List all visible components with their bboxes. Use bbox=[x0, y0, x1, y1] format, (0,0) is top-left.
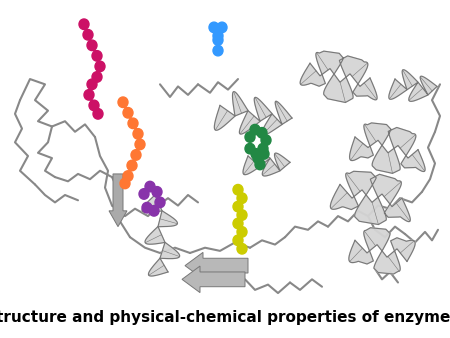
Circle shape bbox=[261, 135, 271, 145]
Circle shape bbox=[87, 40, 97, 51]
Circle shape bbox=[152, 187, 162, 197]
Circle shape bbox=[135, 139, 145, 150]
Circle shape bbox=[213, 35, 223, 45]
Text: Structure and physical-chemical properties of enzymes.: Structure and physical-chemical properti… bbox=[0, 310, 450, 325]
Circle shape bbox=[133, 128, 143, 139]
Circle shape bbox=[237, 227, 247, 237]
Circle shape bbox=[155, 197, 165, 208]
FancyArrow shape bbox=[182, 266, 245, 293]
Polygon shape bbox=[330, 171, 410, 224]
Circle shape bbox=[93, 108, 103, 119]
Circle shape bbox=[257, 127, 267, 138]
Circle shape bbox=[123, 107, 133, 118]
Circle shape bbox=[123, 171, 133, 181]
Circle shape bbox=[149, 206, 159, 216]
Polygon shape bbox=[349, 228, 415, 274]
Circle shape bbox=[213, 30, 223, 41]
Polygon shape bbox=[350, 123, 425, 173]
Circle shape bbox=[250, 124, 260, 135]
Circle shape bbox=[95, 61, 105, 72]
Circle shape bbox=[92, 51, 102, 61]
Circle shape bbox=[237, 210, 247, 220]
Circle shape bbox=[120, 178, 130, 189]
Polygon shape bbox=[300, 51, 377, 102]
Circle shape bbox=[213, 45, 223, 56]
Circle shape bbox=[233, 235, 243, 246]
Circle shape bbox=[245, 132, 255, 142]
Circle shape bbox=[233, 201, 243, 212]
Polygon shape bbox=[243, 149, 290, 176]
Circle shape bbox=[237, 243, 247, 254]
Circle shape bbox=[79, 19, 89, 29]
Circle shape bbox=[233, 218, 243, 229]
Circle shape bbox=[92, 72, 102, 82]
Circle shape bbox=[87, 79, 97, 90]
Circle shape bbox=[251, 149, 261, 159]
Circle shape bbox=[83, 29, 93, 40]
Circle shape bbox=[118, 97, 128, 107]
Circle shape bbox=[245, 143, 255, 154]
Circle shape bbox=[255, 159, 265, 170]
Circle shape bbox=[209, 22, 219, 33]
Circle shape bbox=[258, 143, 268, 154]
Polygon shape bbox=[214, 92, 292, 136]
Circle shape bbox=[259, 149, 269, 159]
Circle shape bbox=[139, 189, 149, 199]
Circle shape bbox=[131, 150, 141, 160]
Circle shape bbox=[237, 193, 247, 203]
Circle shape bbox=[145, 181, 155, 192]
Polygon shape bbox=[142, 195, 180, 276]
Circle shape bbox=[128, 118, 138, 128]
Circle shape bbox=[84, 90, 94, 100]
Circle shape bbox=[253, 153, 263, 163]
Circle shape bbox=[89, 100, 99, 111]
Circle shape bbox=[233, 185, 243, 195]
FancyArrow shape bbox=[109, 174, 127, 227]
Circle shape bbox=[127, 160, 137, 171]
Polygon shape bbox=[389, 70, 437, 101]
Circle shape bbox=[217, 22, 227, 33]
Circle shape bbox=[142, 202, 152, 213]
FancyArrow shape bbox=[185, 252, 248, 279]
